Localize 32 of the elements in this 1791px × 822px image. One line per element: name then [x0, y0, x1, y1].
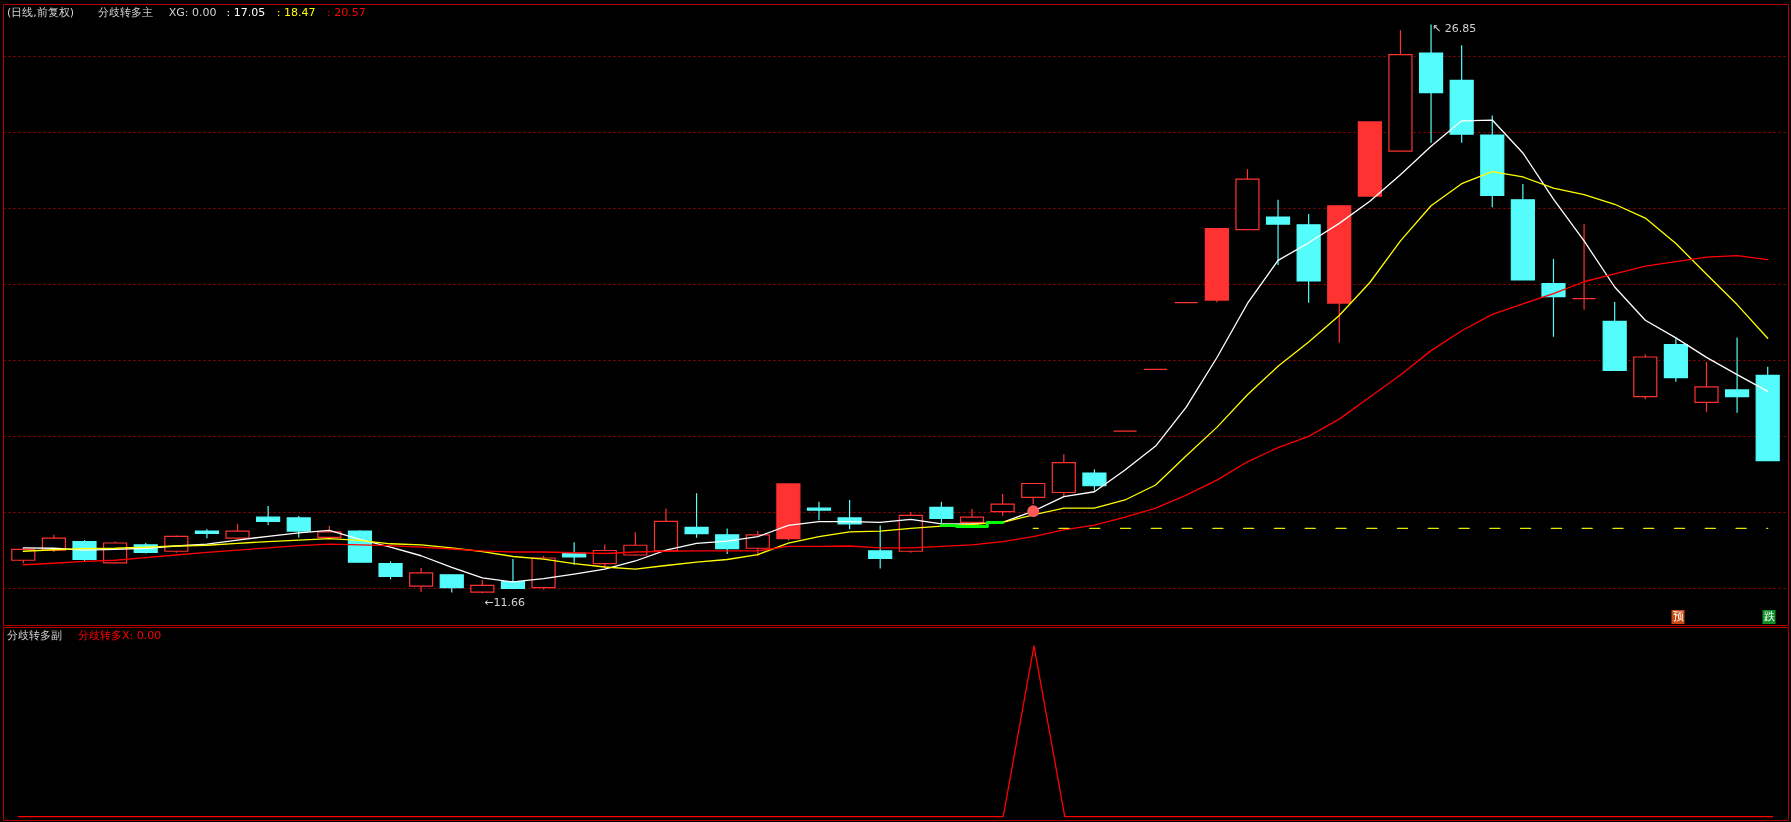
candlestick — [990, 493, 1015, 517]
candlestick — [806, 501, 832, 521]
text: : 20.57 — [327, 6, 366, 19]
candlestick — [562, 541, 587, 566]
candlestick — [745, 530, 770, 557]
candlestick — [929, 501, 954, 524]
candlestick — [500, 558, 526, 589]
candlestick — [409, 567, 434, 593]
candlestick — [1021, 482, 1046, 505]
candlestick — [256, 505, 281, 526]
candlestick — [1082, 468, 1107, 492]
candlestick — [286, 515, 311, 539]
candlestick — [1541, 258, 1566, 338]
annotation: ←11.66 — [484, 596, 526, 610]
candlestick — [194, 528, 220, 539]
annotation: XG: 0.00 — [168, 6, 217, 19]
text: : 17.05 — [226, 6, 266, 19]
annotation: 跌 — [1763, 610, 1775, 623]
candlestick — [1265, 199, 1291, 266]
candlestick — [1724, 336, 1750, 414]
candlestick — [868, 524, 893, 570]
candlestick — [1694, 361, 1719, 413]
chart-title: (日线,前复权) — [7, 6, 75, 19]
chart-title: 分歧转多副 — [7, 629, 62, 642]
candlestick — [684, 492, 709, 539]
text: : 18.47 — [276, 6, 316, 19]
text: 分歧转多X: 0.00 — [78, 629, 162, 642]
candlestick — [1571, 223, 1597, 311]
annotation: ↖ 26.85 — [1432, 21, 1477, 35]
annotation: 预 — [1672, 610, 1684, 623]
candlestick — [715, 527, 740, 555]
legend-title: 分歧转多主 — [97, 6, 153, 19]
